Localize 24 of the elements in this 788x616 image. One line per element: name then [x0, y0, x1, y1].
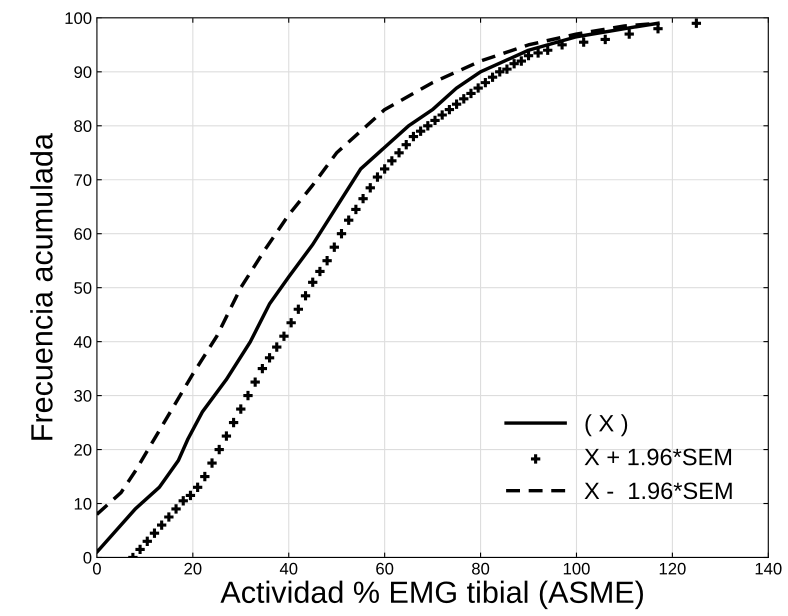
x-tick-label: 60 — [376, 562, 394, 575]
y-tick-label: 40 — [74, 336, 92, 348]
y-tick-label: 50 — [74, 282, 92, 294]
x-tick-label: 0 — [92, 562, 101, 575]
y-tick-label: 20 — [74, 444, 92, 456]
y-tick-label: 100 — [66, 12, 92, 24]
x-tick-label: 20 — [184, 562, 202, 575]
y-tick-label: 30 — [74, 390, 92, 402]
x-axis-title: Actividad % EMG tibial (ASME) — [220, 580, 643, 610]
legend-label: ( X ) — [585, 414, 628, 436]
legend-label: X - 1.96*SEM — [584, 482, 732, 500]
x-tick-label: 80 — [472, 562, 490, 575]
y-tick-label: 10 — [74, 498, 92, 510]
y-axis-title: Frecuencia acumulada — [30, 133, 53, 440]
x-tick-label: 120 — [660, 562, 686, 575]
x-tick-label: 40 — [280, 562, 298, 575]
y-tick-label: 70 — [74, 174, 92, 186]
y-tick-label: 80 — [74, 120, 92, 132]
legend-label: X + 1.96*SEM — [584, 448, 732, 466]
y-tick-label: 90 — [74, 66, 92, 78]
x-tick-label: 140 — [756, 562, 782, 575]
y-tick-label: 60 — [74, 228, 92, 240]
x-tick-label: 100 — [564, 562, 590, 575]
y-tick-label: 0 — [83, 552, 92, 564]
